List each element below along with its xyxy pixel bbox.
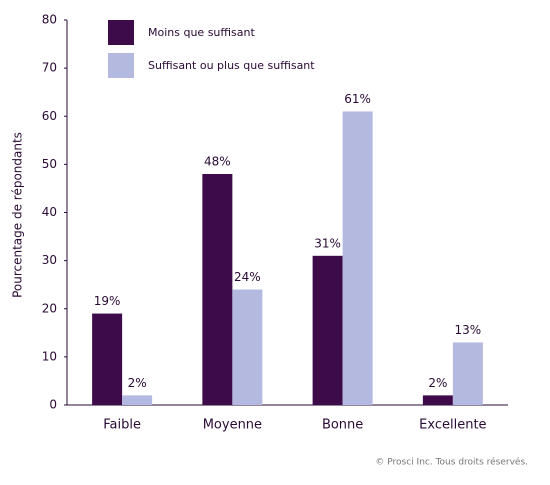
bar — [202, 174, 233, 405]
bar — [122, 395, 153, 405]
bar — [92, 313, 123, 405]
x-tick-label: Excellente — [419, 418, 486, 433]
data-label: 2% — [128, 376, 147, 390]
y-tick-label: 10 — [42, 349, 57, 363]
y-axis-label: Pourcentage de répondants — [11, 132, 25, 298]
y-tick-label: 40 — [42, 205, 57, 219]
legend-swatch — [108, 20, 134, 45]
bar — [452, 342, 483, 405]
y-tick-label: 20 — [42, 301, 57, 315]
y-tick-label: 60 — [42, 109, 57, 123]
x-tick-label: Moyenne — [203, 418, 262, 433]
y-tick-label: 30 — [42, 253, 57, 267]
legend-label: Moins que suffisant — [148, 26, 255, 39]
data-label: 61% — [344, 92, 371, 106]
data-label: 13% — [455, 323, 482, 337]
x-tick-label: Faible — [103, 418, 141, 433]
bar — [422, 395, 453, 405]
y-tick-label: 70 — [42, 61, 57, 75]
data-label: 24% — [234, 270, 261, 284]
legend-swatch — [108, 53, 134, 78]
y-tick-label: 80 — [42, 13, 57, 27]
data-label: 19% — [94, 294, 121, 308]
y-tick-label: 0 — [49, 398, 57, 412]
bar — [342, 111, 373, 405]
legend-label: Suffisant ou plus que suffisant — [148, 59, 315, 72]
bar — [232, 289, 263, 405]
source: © Prosci Inc. Tous droits réservés. — [375, 457, 528, 468]
bar — [312, 255, 343, 405]
x-tick-label: Bonne — [322, 418, 363, 433]
y-tick-label: 50 — [42, 157, 57, 171]
data-label: 31% — [314, 236, 341, 250]
data-label: 48% — [204, 155, 231, 169]
data-label: 2% — [428, 376, 447, 390]
